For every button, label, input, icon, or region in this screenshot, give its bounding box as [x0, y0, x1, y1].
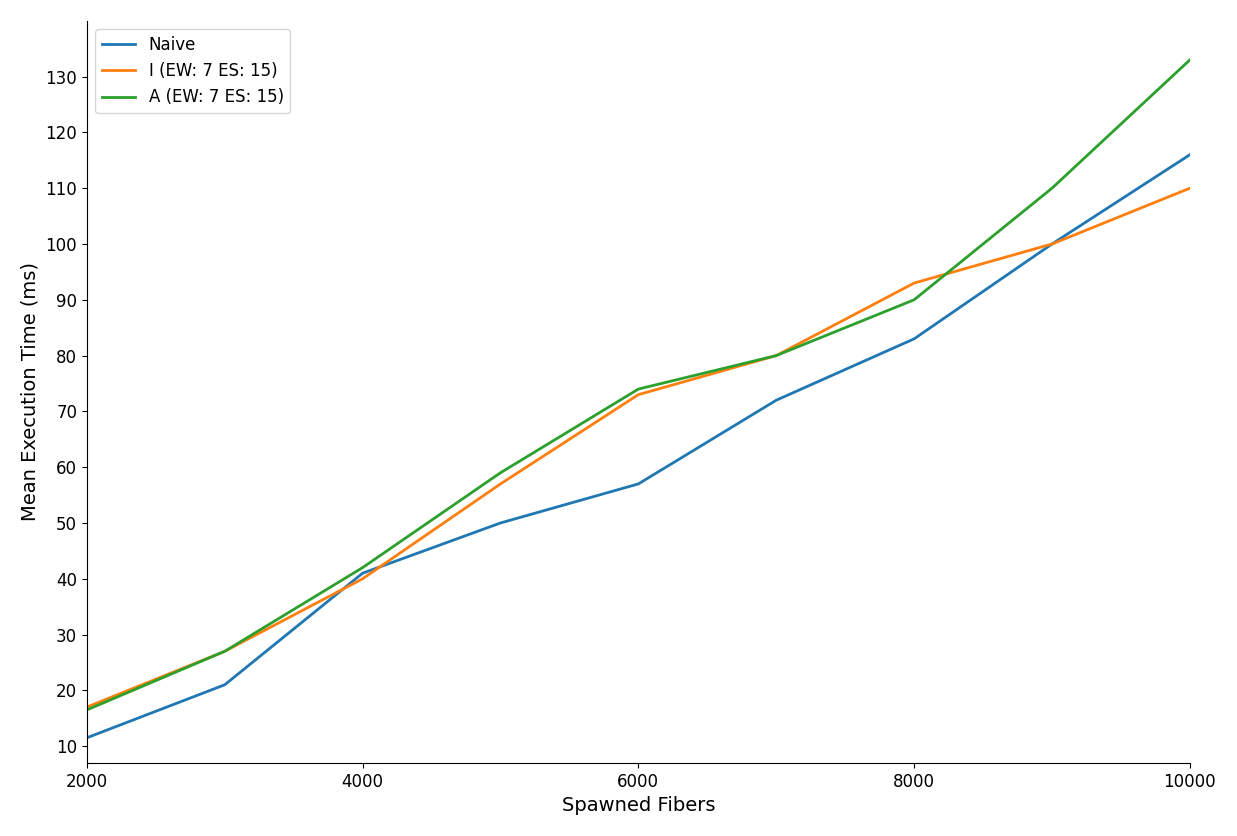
I (EW: 7 ES: 15): (3e+03, 27): 7 ES: 15): (3e+03, 27) [218, 646, 233, 656]
Naive [218, 680, 233, 690]
I (EW: 7 ES: 15): (6e+03, 73): 7 ES: 15): (6e+03, 73) [631, 390, 646, 400]
Line: A (EW: 7 ES: 15): A (EW: 7 ES: 15) [87, 60, 1190, 710]
A (EW: 7 ES: 15): (4e+03, 42): 7 ES: 15): (4e+03, 42) [355, 563, 370, 573]
Naive [355, 568, 370, 579]
Naive [1183, 150, 1197, 160]
A (EW: 7 ES: 15): (8e+03, 90): 7 ES: 15): (8e+03, 90) [907, 295, 922, 305]
Naive [769, 395, 784, 405]
Legend: Naive, I (EW: 7 ES: 15), A (EW: 7 ES: 15): Naive, I (EW: 7 ES: 15), A (EW: 7 ES: 15… [95, 29, 291, 113]
I (EW: 7 ES: 15): (2e+03, 17): 7 ES: 15): (2e+03, 17) [79, 702, 94, 712]
A (EW: 7 ES: 15): (9e+03, 110): 7 ES: 15): (9e+03, 110) [1044, 183, 1059, 193]
Naive [907, 334, 922, 344]
Naive [494, 518, 508, 528]
X-axis label: Spawned Fibers: Spawned Fibers [562, 796, 715, 815]
Naive [1044, 239, 1059, 249]
Naive [79, 733, 94, 743]
I (EW: 7 ES: 15): (9e+03, 100): 7 ES: 15): (9e+03, 100) [1044, 239, 1059, 249]
A (EW: 7 ES: 15): (2e+03, 16.5): 7 ES: 15): (2e+03, 16.5) [79, 705, 94, 715]
A (EW: 7 ES: 15): (5e+03, 59): 7 ES: 15): (5e+03, 59) [494, 468, 508, 478]
Y-axis label: Mean Execution Time (ms): Mean Execution Time (ms) [21, 263, 40, 522]
I (EW: 7 ES: 15): (1e+04, 110): 7 ES: 15): (1e+04, 110) [1183, 183, 1197, 193]
A (EW: 7 ES: 15): (7e+03, 80): 7 ES: 15): (7e+03, 80) [769, 350, 784, 360]
Line: Naive: Naive [87, 155, 1190, 738]
I (EW: 7 ES: 15): (5e+03, 57): 7 ES: 15): (5e+03, 57) [494, 479, 508, 489]
I (EW: 7 ES: 15): (7e+03, 80): 7 ES: 15): (7e+03, 80) [769, 350, 784, 360]
I (EW: 7 ES: 15): (4e+03, 40): 7 ES: 15): (4e+03, 40) [355, 573, 370, 584]
A (EW: 7 ES: 15): (3e+03, 27): 7 ES: 15): (3e+03, 27) [218, 646, 233, 656]
A (EW: 7 ES: 15): (6e+03, 74): 7 ES: 15): (6e+03, 74) [631, 384, 646, 394]
Line: I (EW: 7 ES: 15): I (EW: 7 ES: 15) [87, 188, 1190, 707]
A (EW: 7 ES: 15): (1e+04, 133): 7 ES: 15): (1e+04, 133) [1183, 55, 1197, 65]
Naive [631, 479, 646, 489]
I (EW: 7 ES: 15): (8e+03, 93): 7 ES: 15): (8e+03, 93) [907, 278, 922, 288]
